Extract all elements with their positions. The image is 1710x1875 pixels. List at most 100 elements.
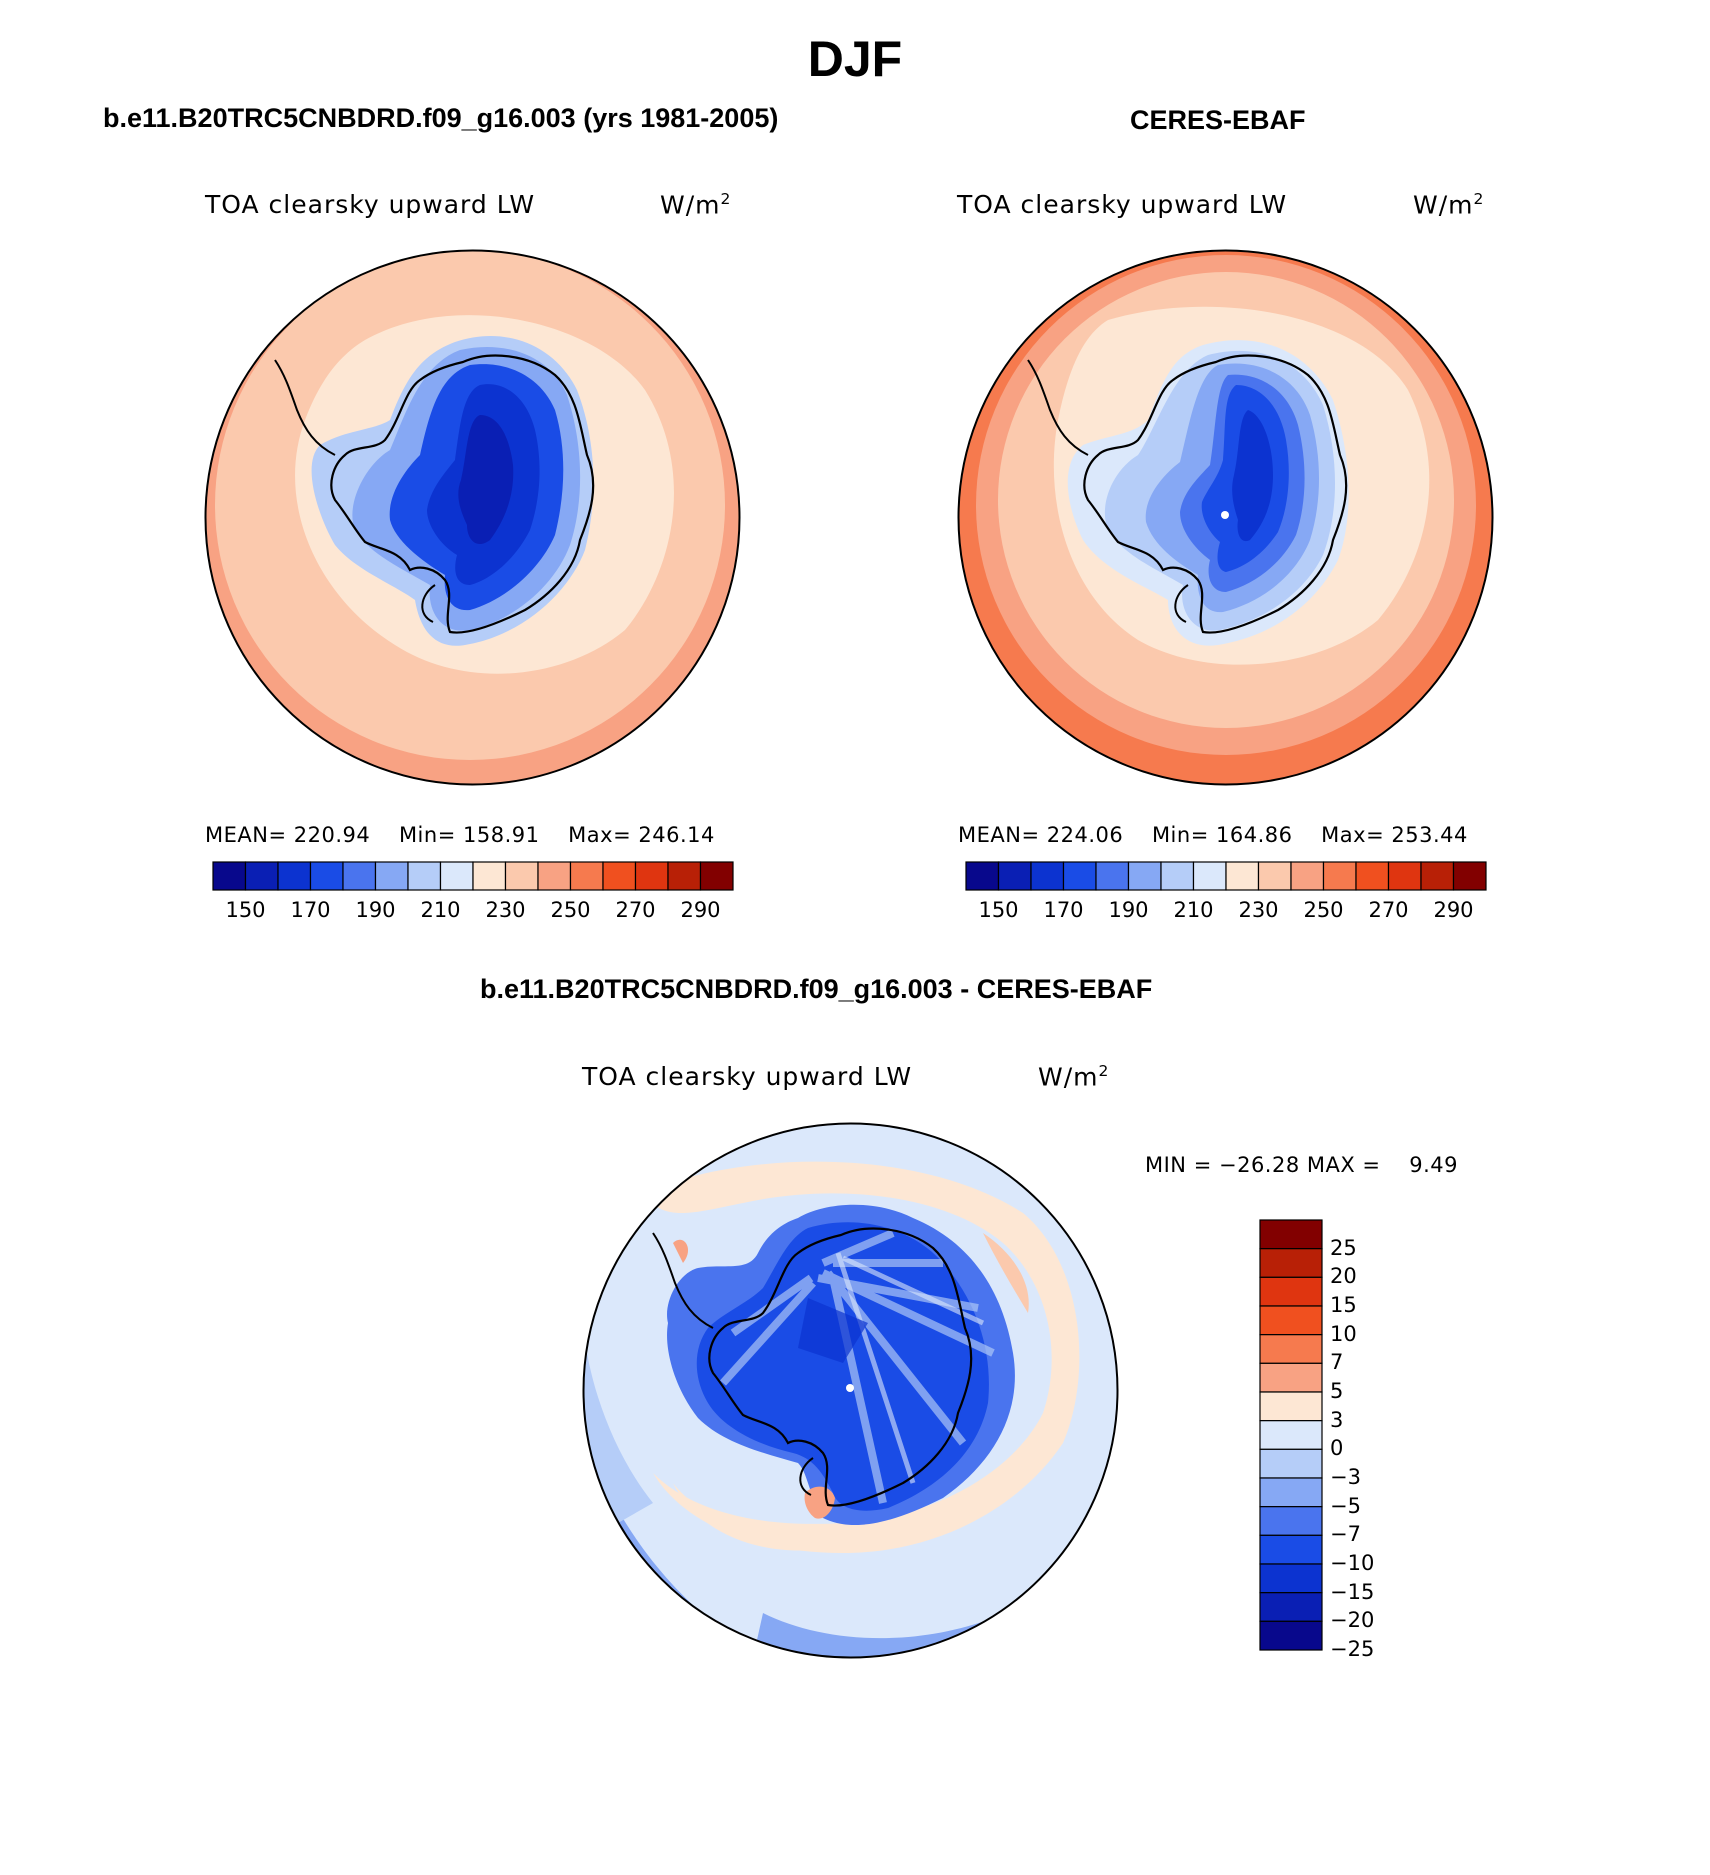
obs-colorbar-tick-label: 210 [1173, 898, 1214, 922]
model-colorbar-ticks: 150 170 190 210 230 250 270 290 [213, 898, 733, 926]
obs-colorbar-tick-label: 270 [1368, 898, 1409, 922]
diff-colorbar-tick-label: −15 [1330, 1579, 1375, 1604]
diff-colorbar-swatch [1259, 1420, 1323, 1450]
diff-variable-label: TOA clearsky upward LW [582, 1062, 913, 1091]
model-colorbar-swatch [439, 861, 474, 891]
obs-stats: MEAN= 224.06 Min= 164.86 Max= 253.44 [958, 823, 1468, 847]
diff-colorbar-swatch [1259, 1391, 1323, 1422]
model-colorbar-tick-label: 150 [225, 898, 266, 922]
model-colorbar-swatch [277, 861, 312, 891]
model-colorbar-swatch [667, 861, 702, 891]
obs-colorbar-swatch [965, 861, 1000, 891]
diff-colorbar [1259, 1219, 1323, 1651]
diff-colorbar-tick-label: −7 [1330, 1522, 1361, 1547]
diff-colorbar-tick-label: 20 [1330, 1264, 1357, 1289]
model-colorbar-tick-label: 190 [355, 898, 396, 922]
diff-colorbar-swatch [1259, 1506, 1323, 1536]
diff-colorbar-swatch [1259, 1305, 1323, 1336]
diff-colorbar-tick-label: 0 [1330, 1436, 1344, 1461]
model-colorbar-swatch [374, 861, 409, 891]
model-stats: MEAN= 220.94 Min= 158.91 Max= 246.14 [205, 823, 715, 847]
diff-colorbar-swatch [1259, 1362, 1323, 1393]
obs-colorbar-ticks: 150 170 190 210 230 250 270 290 [966, 898, 1486, 926]
diff-colorbar-tick-label: −20 [1330, 1608, 1375, 1633]
obs-colorbar-tick-label: 190 [1108, 898, 1149, 922]
diff-colorbar-swatch [1259, 1592, 1323, 1622]
model-polar-map [204, 249, 741, 786]
model-colorbar-swatch [244, 861, 279, 891]
diff-colorbar-swatch [1259, 1219, 1323, 1250]
diff-polar-map [582, 1122, 1119, 1659]
model-colorbar-tick-label: 250 [550, 898, 591, 922]
model-colorbar [212, 861, 734, 891]
obs-colorbar-tick-label: 150 [978, 898, 1019, 922]
diff-colorbar-swatch [1259, 1534, 1323, 1565]
diff-colorbar-tick-label: 15 [1330, 1293, 1357, 1317]
diff-colorbar-swatch [1259, 1276, 1323, 1307]
model-panel-title: b.e11.B20TRC5CNBDRD.f09_g16.003 (yrs 198… [103, 103, 779, 133]
obs-colorbar-swatch [1160, 861, 1195, 891]
obs-colorbar [965, 861, 1487, 891]
diff-colorbar-swatch [1259, 1248, 1323, 1278]
obs-panel-title: CERES-EBAF [1130, 105, 1306, 135]
model-colorbar-tick-label: 170 [290, 898, 331, 922]
diff-panel-title: b.e11.B20TRC5CNBDRD.f09_g16.003 - CERES-… [480, 974, 1153, 1004]
diff-colorbar-tick-label: −10 [1330, 1551, 1375, 1575]
diff-colorbar-swatch [1259, 1620, 1323, 1651]
obs-variable-label: TOA clearsky upward LW [957, 190, 1288, 219]
obs-colorbar-tick-label: 170 [1043, 898, 1084, 922]
obs-colorbar-swatch [1387, 861, 1422, 891]
model-colorbar-swatch [407, 861, 442, 891]
diff-units-label: W/m2 [1038, 1062, 1110, 1092]
diff-colorbar-swatch [1259, 1334, 1323, 1364]
model-colorbar-swatch [212, 861, 247, 891]
model-colorbar-swatch [472, 861, 507, 891]
obs-colorbar-swatch [1355, 861, 1390, 891]
diff-colorbar-tick-label: 5 [1330, 1379, 1344, 1403]
diff-colorbar-tick-label: −5 [1330, 1493, 1361, 1518]
diff-colorbar-ticks: 25 20 15 10 7 5 3 0 −3 −5 −7 −10 −15 −20 −25 [1330, 1220, 1410, 1661]
model-colorbar-swatch [309, 861, 344, 891]
obs-colorbar-swatch [1452, 861, 1487, 891]
diff-colorbar-swatch [1259, 1448, 1323, 1479]
obs-colorbar-tick-label: 250 [1303, 898, 1344, 922]
model-colorbar-swatch [634, 861, 669, 891]
model-colorbar-tick-label: 290 [680, 898, 721, 922]
obs-colorbar-swatch [1030, 861, 1065, 891]
model-variable-label: TOA clearsky upward LW [205, 190, 536, 219]
model-colorbar-swatch [342, 861, 377, 891]
diff-stats: MIN = −26.28 MAX = 9.49 [1145, 1153, 1459, 1177]
model-units-label: W/m2 [660, 190, 732, 220]
diff-colorbar-swatch [1259, 1477, 1323, 1508]
obs-colorbar-swatch [1192, 861, 1227, 891]
obs-colorbar-swatch [1322, 861, 1357, 891]
obs-colorbar-swatch [1127, 861, 1162, 891]
figure-title: DJF [807, 31, 903, 87]
obs-colorbar-swatch [1257, 861, 1292, 891]
diff-colorbar-tick-label: 10 [1330, 1321, 1357, 1346]
obs-colorbar-swatch [997, 861, 1032, 891]
diff-colorbar-tick-label: −25 [1330, 1637, 1375, 1661]
diff-colorbar-tick-label: 25 [1330, 1235, 1357, 1260]
model-colorbar-swatch [504, 861, 539, 891]
model-colorbar-swatch [569, 861, 604, 891]
diff-colorbar-tick-label: 7 [1330, 1350, 1344, 1375]
obs-colorbar-swatch [1095, 861, 1130, 891]
obs-colorbar-swatch [1290, 861, 1325, 891]
obs-units-label: W/m2 [1413, 190, 1485, 220]
model-colorbar-tick-label: 230 [485, 898, 526, 922]
model-colorbar-swatch [537, 861, 572, 891]
model-colorbar-swatch [602, 861, 637, 891]
obs-colorbar-tick-label: 230 [1238, 898, 1279, 922]
diff-colorbar-tick-label: −3 [1330, 1465, 1361, 1489]
diff-colorbar-swatch [1259, 1563, 1323, 1594]
obs-colorbar-swatch [1062, 861, 1097, 891]
diff-colorbar-tick-label: 3 [1330, 1407, 1344, 1432]
obs-colorbar-swatch [1420, 861, 1455, 891]
model-colorbar-tick-label: 210 [420, 898, 461, 922]
obs-polar-map [957, 249, 1494, 786]
obs-colorbar-tick-label: 290 [1433, 898, 1474, 922]
model-colorbar-tick-label: 270 [615, 898, 656, 922]
obs-colorbar-swatch [1225, 861, 1260, 891]
model-colorbar-swatch [699, 861, 734, 891]
